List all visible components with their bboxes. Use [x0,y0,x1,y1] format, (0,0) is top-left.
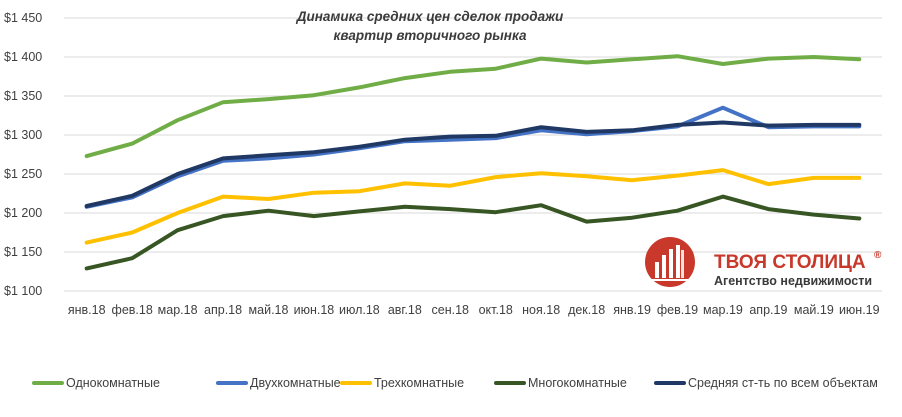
y-axis: $1 100 $1 150 $1 200 $1 250 $1 300 $1 350 $1 4… [4,11,42,298]
y-tick-label: $1 350 [4,89,42,103]
x-tick-label: янв.18 [68,303,106,317]
x-tick-label: июл.18 [339,303,380,317]
y-tick-label: $1 450 [4,11,42,25]
x-tick-label: мар.18 [158,303,198,317]
series-lines [84,54,862,271]
brand-emblem-icon [645,237,695,287]
x-tick-label: июн.18 [294,303,335,317]
legend-label: Средняя ст-ть по всем объектам [688,376,878,390]
series-line-3 [84,194,862,271]
x-tick-label: июн.19 [839,303,880,317]
brand-name: ТВОЯ СТОЛИЦА [714,252,866,273]
x-tick-label: май.18 [249,303,289,317]
legend: Однокомнатные Двухкомнатные Трехкомнатные М… [32,376,878,390]
chart-title-line-2: квартир вторичного рынка [334,28,527,43]
x-axis: янв.18 фев.18 мар.18 апр.18 май.18 июн.18 июл.… [68,303,880,317]
x-tick-label: сен.18 [432,303,470,317]
y-tick-label: $1 200 [4,206,42,220]
x-tick-label: ноя.18 [522,303,560,317]
y-tick-label: $1 400 [4,50,42,64]
y-tick-label: $1 100 [4,284,42,298]
legend-label: Однокомнатные [66,376,160,390]
x-tick-label: мар.19 [703,303,743,317]
brand-subtitle: Агентство недвижимости [714,274,872,288]
x-tick-label: авг.18 [388,303,422,317]
x-tick-label: фев.18 [112,303,153,317]
brand-logo: ТВОЯ СТОЛИЦА ® Агентство недвижимости [645,237,882,288]
x-tick-label: апр.19 [749,303,787,317]
y-tick-label: $1 250 [4,167,42,181]
series-line-2 [84,168,862,245]
series-line-1 [84,105,862,209]
brand-registered-mark: ® [874,250,882,261]
legend-label: Многокомнатные [528,376,627,390]
x-tick-label: янв.19 [613,303,651,317]
x-tick-label: фев.19 [657,303,698,317]
y-tick-label: $1 300 [4,128,42,142]
chart-title-line-1: Динамика средних цен сделок продажи [296,9,564,24]
legend-label: Трехкомнатные [374,376,464,390]
y-tick-label: $1 150 [4,245,42,259]
x-tick-label: апр.18 [204,303,242,317]
series-line-4 [84,120,862,208]
x-tick-label: окт.18 [479,303,513,317]
legend-label: Двухкомнатные [250,376,341,390]
x-tick-label: дек.18 [568,303,605,317]
x-tick-label: май.19 [794,303,834,317]
series-line-0 [84,54,862,159]
